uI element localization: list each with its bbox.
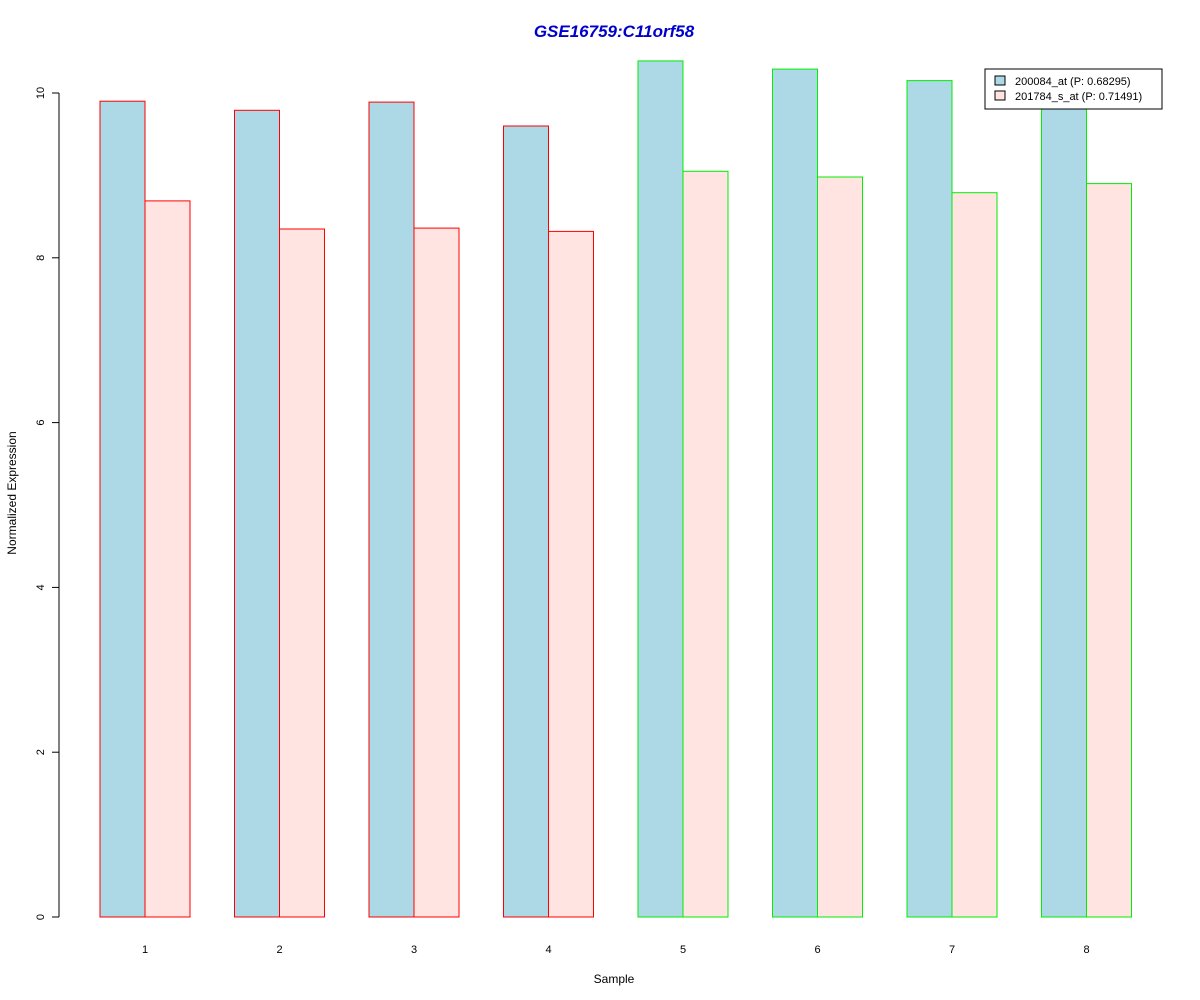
bar-sample-5-series-2 — [682, 170, 729, 918]
y-tick-label-4: 4 — [35, 584, 47, 590]
bar-sample-1-series-2 — [144, 200, 191, 918]
x-tick-label-4: 4 — [545, 944, 551, 956]
bar-sample-4-series-2 — [548, 230, 594, 918]
bar-sample-3-series-1 — [368, 101, 415, 918]
chart-title: GSE16759:C11orf58 — [534, 22, 695, 41]
bars-layer — [99, 60, 1132, 918]
x-tick-label-3: 3 — [411, 944, 417, 956]
x-tick-label-2: 2 — [276, 944, 282, 956]
bar-sample-4-series-1 — [503, 125, 549, 918]
bar-sample-5-series-1 — [637, 60, 684, 918]
bar-sample-8-series-1 — [1041, 104, 1087, 918]
legend: 200084_at (P: 0.68295) 201784_s_at (P: 0… — [984, 68, 1163, 110]
y-tick-label-2: 2 — [35, 749, 47, 755]
bar-sample-7-series-2 — [951, 192, 998, 918]
y-tick-label-10: 10 — [35, 87, 47, 99]
bar-sample-2-series-1 — [234, 109, 280, 918]
y-tick-label-8: 8 — [35, 255, 47, 261]
x-tick-label-1: 1 — [142, 944, 148, 956]
x-tick-label-8: 8 — [1083, 944, 1089, 956]
y-tick-label-6: 6 — [35, 420, 47, 426]
bar-sample-3-series-2 — [413, 227, 460, 918]
legend-label-series-1: 200084_at (P: 0.68295) — [1015, 76, 1131, 88]
bar-sample-8-series-2 — [1086, 183, 1132, 918]
x-tick-label-5: 5 — [680, 944, 686, 956]
x-tick-label-7: 7 — [949, 944, 955, 956]
x-tick-label-6: 6 — [814, 944, 820, 956]
legend-box — [984, 68, 1163, 110]
bar-sample-2-series-2 — [279, 228, 325, 918]
legend-swatch-series-1 — [994, 75, 1006, 86]
bar-sample-1-series-1 — [99, 100, 146, 918]
bar-sample-6-series-1 — [772, 68, 818, 918]
y-axis: 0 2 4 6 8 10 — [35, 87, 60, 920]
x-axis-label: Sample — [594, 972, 635, 986]
y-tick-label-0: 0 — [35, 914, 47, 920]
legend-label-series-2: 201784_s_at (P: 0.71491) — [1015, 91, 1142, 103]
y-axis-label: Normalized Expression — [5, 431, 19, 554]
x-axis: 1 2 3 4 5 6 7 8 — [142, 944, 1090, 956]
bar-sample-7-series-1 — [906, 80, 953, 918]
bar-sample-6-series-2 — [817, 176, 863, 918]
legend-swatch-series-2 — [994, 90, 1006, 101]
